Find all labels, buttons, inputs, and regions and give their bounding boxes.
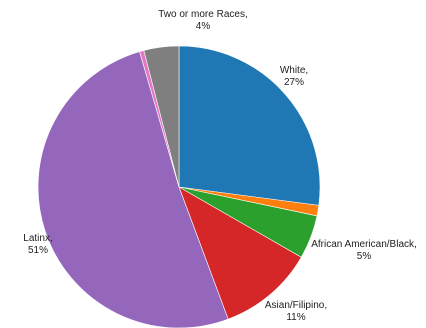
slice-label-percent: 4% [196,21,211,32]
slice-label-white: White, 27% [280,65,308,88]
slice-label-name: White, [280,65,308,76]
slice-label-percent: 27% [284,77,304,88]
slice-label-percent: 5% [357,251,372,262]
pie-labels: White, 27% African American/Black, 5% Asian/… [23,9,417,323]
slice-label-name: Latinx, [23,233,52,244]
slice-label-asian-filipino: Asian/Filipino, 11% [265,300,327,323]
pie-slice-two-or-more-races [143,45,180,188]
slice-label-african-american-black: African American/Black, 5% [311,239,417,262]
slice-label-name: Asian/Filipino, [265,300,327,311]
slice-label-latinx: Latinx, 51% [23,233,52,256]
slice-label-name: African American/Black, [311,239,417,250]
pie-slice-white [178,45,321,206]
pie-slices [37,45,321,328]
slice-label-name: Two or more Races, [158,9,247,20]
slice-label-percent: 11% [286,312,305,323]
slice-label-two-or-more-races: Two or more Races, 4% [158,9,247,32]
pie-slice-asian-filipino [178,186,302,320]
slice-label-percent: 51% [28,245,48,256]
pie-slice-latinx [37,51,229,328]
